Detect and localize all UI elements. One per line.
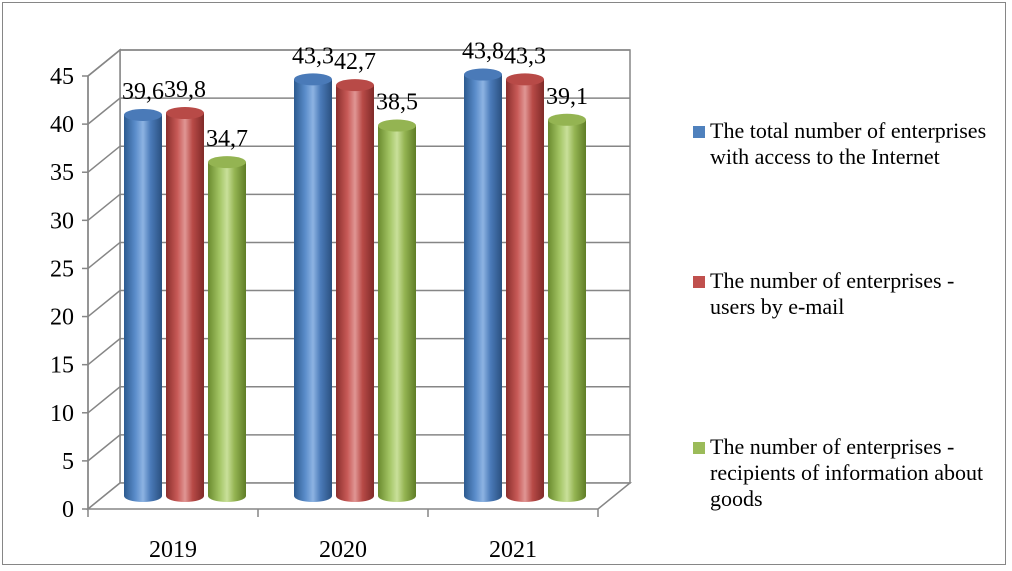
data-label: 39,1 [546, 84, 588, 110]
data-labels: 39,6 39,834,743,3 42,738,543,8 43,339,1 [122, 39, 588, 153]
bar-e-mail-2020 [336, 79, 374, 503]
bar-top [464, 68, 502, 81]
gridline [87, 434, 630, 462]
legend-swatch-green [693, 442, 705, 454]
y-tick-label: 15 [50, 353, 74, 379]
legend-label-goods: The number of enterprises - recipients o… [710, 434, 984, 511]
x-axis-ticks: 2019 2020 2021 [87, 509, 599, 563]
bar-goods-2020 [378, 119, 416, 503]
bar-e-mail-2021 [506, 73, 544, 502]
gridline [87, 49, 630, 77]
gridline [87, 386, 630, 414]
bar-top [336, 79, 374, 92]
data-label: 43,3 [292, 43, 334, 69]
y-tick-label: 5 [62, 449, 74, 475]
x-tick-label: 2020 [319, 537, 367, 563]
gridline [87, 193, 630, 221]
legend-label-email: The number of enterprises - users by e-m… [710, 268, 955, 319]
y-tick-label: 45 [50, 64, 74, 90]
bar-body [124, 114, 162, 503]
data-label: 34,7 [206, 126, 248, 152]
bar-goods-2021 [548, 113, 586, 502]
y-tick-label: 30 [50, 208, 74, 234]
data-label: 43,8 [462, 39, 504, 65]
data-label: 43,3 [504, 43, 546, 69]
data-label: 39,8 [164, 77, 206, 103]
gridline [87, 289, 630, 318]
x-tick-label: 2019 [149, 537, 197, 563]
x-tick-label: 2021 [489, 537, 537, 563]
y-tick-label: 25 [50, 256, 74, 282]
bar-body [548, 119, 586, 502]
gridline [87, 337, 630, 366]
gridline [87, 97, 630, 125]
data-label: 39,6 [122, 79, 164, 105]
y-tick-label: 40 [50, 112, 74, 138]
data-label: 38,5 [376, 90, 418, 116]
legend-label-internet: The total number of enterprises with acc… [710, 118, 987, 169]
bar-Internet-2021 [464, 68, 502, 503]
bar-top [548, 113, 586, 126]
bar-Internet-2019 [124, 108, 162, 503]
legend-swatch-red [693, 276, 705, 288]
bar-body [378, 125, 416, 503]
gridlines [87, 49, 630, 462]
bar-e-mail-2019 [166, 107, 204, 502]
bar-body [166, 113, 204, 502]
y-tick-label: 10 [50, 401, 74, 427]
bar-top [506, 73, 544, 86]
bar-body [506, 79, 544, 502]
y-tick-label: 35 [50, 160, 74, 186]
bar-top [378, 119, 416, 132]
bar-top [294, 73, 332, 86]
bar-body [464, 74, 502, 503]
bar-top [166, 107, 204, 120]
y-tick-label: 0 [62, 497, 74, 523]
gridline [87, 241, 630, 270]
bar-body [294, 79, 332, 502]
y-tick-label: 20 [50, 305, 74, 331]
data-label: 42,7 [334, 49, 376, 75]
gridline [87, 145, 630, 173]
bar-body [208, 162, 246, 502]
legend-swatch-blue [693, 126, 705, 138]
bars [124, 68, 586, 503]
bar-top [208, 156, 246, 169]
y-axis-ticks: 0 5 10 15 20 25 30 35 40 45 [50, 64, 89, 523]
bar-goods-2019 [208, 156, 246, 502]
bar-top [124, 108, 162, 121]
bar-Internet-2020 [294, 73, 332, 502]
bar-body [336, 85, 374, 503]
side-wall [87, 48, 121, 511]
